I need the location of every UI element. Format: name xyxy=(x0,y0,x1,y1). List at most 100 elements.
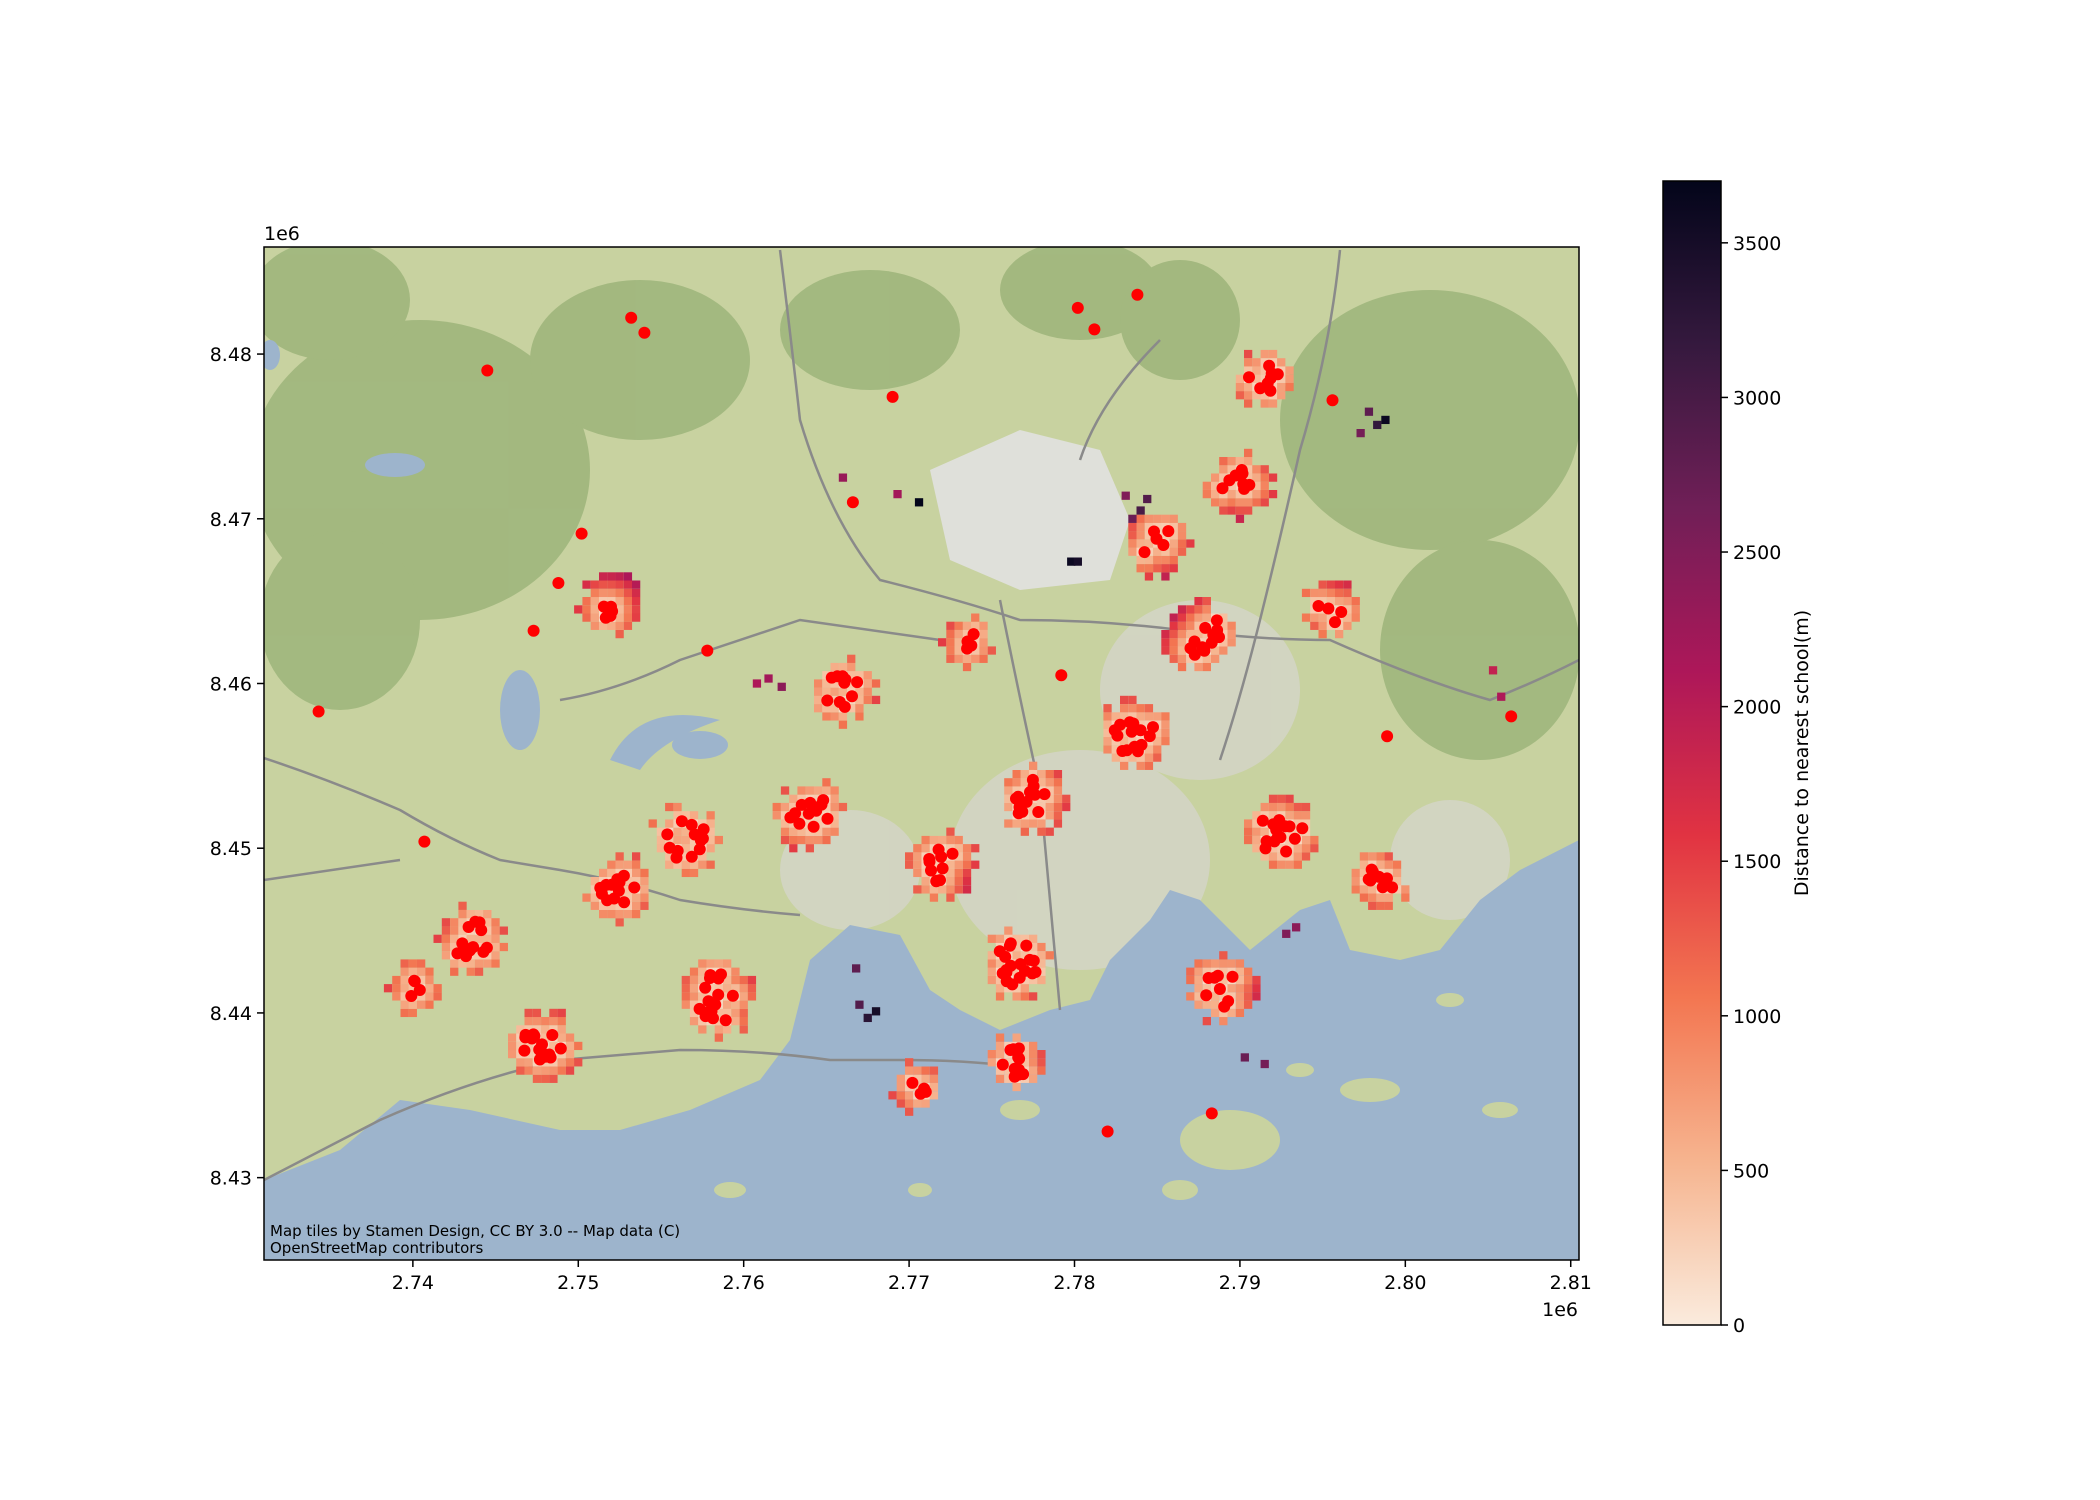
grid-cell xyxy=(1144,539,1154,548)
grid-cell xyxy=(1037,975,1046,985)
grid-cell xyxy=(995,975,1005,985)
grid-cell xyxy=(417,959,426,968)
grid-cell xyxy=(1053,819,1063,828)
grid-cell xyxy=(863,687,872,696)
grid-cell xyxy=(714,1008,723,1018)
grid-cell xyxy=(714,959,723,968)
grid-cell xyxy=(777,682,786,691)
grid-cell xyxy=(723,984,732,993)
grid-cell xyxy=(1343,580,1352,589)
grid-cell xyxy=(1301,613,1311,622)
grid-cell xyxy=(1020,1041,1029,1051)
grid-cell xyxy=(814,786,823,795)
school-point xyxy=(697,823,710,836)
grid-cell xyxy=(1177,646,1187,655)
school-point xyxy=(1026,967,1039,980)
grid-cell xyxy=(1285,366,1294,375)
school-point xyxy=(886,390,899,403)
grid-cell xyxy=(954,852,963,861)
school-point xyxy=(535,1050,548,1063)
grid-cell xyxy=(1244,819,1253,828)
grid-cell xyxy=(599,588,608,598)
school-point xyxy=(831,670,844,683)
grid-cell xyxy=(1153,564,1162,573)
grid-cell xyxy=(632,893,641,902)
grid-cell xyxy=(590,605,599,614)
grid-cell xyxy=(549,1017,558,1026)
grid-cell xyxy=(1219,992,1228,1001)
grid-cell xyxy=(789,802,798,812)
grid-cell xyxy=(1252,358,1261,367)
grid-cell xyxy=(632,605,641,614)
grid-cell xyxy=(607,868,616,878)
school-point xyxy=(546,1029,559,1041)
grid-cell xyxy=(392,975,401,985)
grid-cell xyxy=(1244,399,1253,408)
school-point xyxy=(625,311,638,324)
grid-cell xyxy=(524,1041,533,1051)
school-point xyxy=(1280,845,1293,858)
school-point xyxy=(996,1058,1009,1071)
grid-cell xyxy=(673,835,682,845)
school-point xyxy=(817,794,830,807)
grid-cell xyxy=(847,671,856,680)
grid-cell xyxy=(698,992,707,1001)
grid-cell xyxy=(1343,621,1352,630)
grid-cell xyxy=(557,1008,566,1018)
grid-cell xyxy=(1186,605,1195,614)
school-point xyxy=(552,577,565,589)
grid-cell xyxy=(599,910,608,919)
grid-cell xyxy=(1351,605,1360,614)
grid-cell xyxy=(1194,984,1203,993)
y-tick-label: 8.48 xyxy=(210,344,252,366)
grid-cell xyxy=(557,1058,566,1067)
grid-cell xyxy=(1120,761,1129,770)
grid-cell xyxy=(607,588,616,598)
grid-cell xyxy=(698,852,707,861)
grid-cell xyxy=(954,630,963,639)
grid-cell xyxy=(1235,967,1245,976)
grid-cell xyxy=(607,860,616,869)
x-tick-label: 2.75 xyxy=(557,1272,599,1294)
grid-cell xyxy=(797,811,806,820)
grid-cell xyxy=(1020,951,1029,960)
grid-cell xyxy=(1186,967,1195,976)
grid-cell xyxy=(698,959,707,968)
grid-cell xyxy=(1293,802,1302,812)
grid-cell xyxy=(1045,802,1054,812)
school-point xyxy=(663,841,676,854)
grid-cell xyxy=(615,580,624,589)
school-point xyxy=(1243,371,1255,384)
grid-cell xyxy=(441,951,451,960)
grid-cell xyxy=(1029,1041,1038,1051)
grid-cell xyxy=(499,926,508,935)
grid-cell xyxy=(1356,429,1365,438)
grid-cell xyxy=(780,819,790,828)
grid-cell xyxy=(905,1107,914,1116)
grid-cell xyxy=(590,877,599,886)
grid-cell xyxy=(995,1050,1005,1059)
grid-cell xyxy=(1252,992,1261,1001)
grid-cell xyxy=(1020,1050,1029,1059)
grid-cell xyxy=(1211,654,1220,663)
grid-cell xyxy=(772,802,781,812)
grid-cell xyxy=(1161,555,1170,565)
school-point xyxy=(1202,972,1215,984)
grid-cell xyxy=(946,868,955,878)
grid-cell xyxy=(1020,934,1029,943)
grid-cell xyxy=(607,910,616,919)
grid-cell xyxy=(747,984,757,993)
grid-cell xyxy=(1211,959,1220,968)
grid-cell xyxy=(483,918,492,927)
school-point xyxy=(1264,384,1277,397)
grid-cell xyxy=(1062,802,1071,812)
grid-cell xyxy=(615,910,624,919)
grid-cell xyxy=(433,992,442,1001)
grid-cell xyxy=(1037,819,1046,828)
grid-cell xyxy=(615,613,624,622)
grid-cell xyxy=(1020,1058,1029,1067)
grid-cell xyxy=(1318,630,1327,639)
grid-cell xyxy=(962,654,972,663)
grid-cell xyxy=(1211,992,1220,1001)
grid-cell xyxy=(450,918,459,927)
